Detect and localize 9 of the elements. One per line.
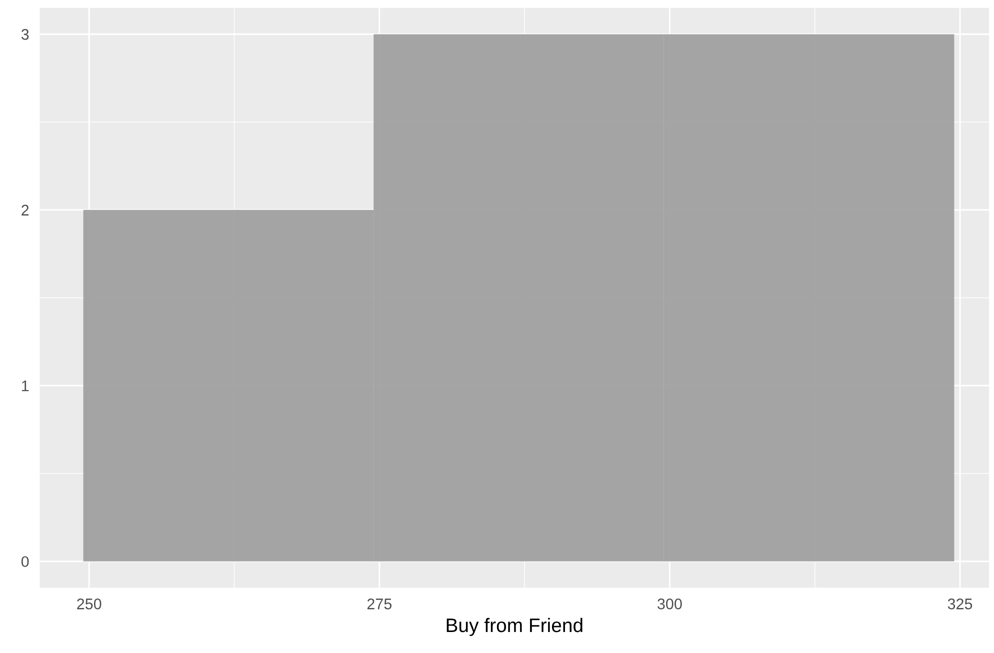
x-tick-label: 250 [77,598,102,610]
x-tick-label: 275 [367,598,392,610]
x-tick-label: 300 [658,598,682,610]
x-axis-title: Buy from Friend [446,618,582,636]
y-tick-label: 0 [21,556,29,568]
y-tick-label: 1 [22,380,29,392]
y-tick-label: 3 [21,29,29,40]
x-tick-label: 325 [948,598,972,610]
y-tick-label: 2 [22,204,29,216]
